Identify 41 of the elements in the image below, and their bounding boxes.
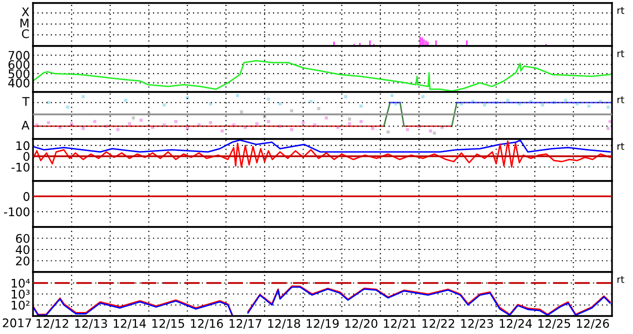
- x-tick-label: 12/24: [500, 318, 532, 329]
- y-tick-label: 500: [8, 69, 30, 78]
- y-tick-label: 600: [8, 60, 30, 70]
- text: T: [22, 97, 30, 106]
- x-tick-label: 12/21: [384, 318, 416, 329]
- x-tick-label: 12/15: [152, 318, 184, 329]
- text: rt: [618, 50, 624, 58]
- text: rt: [618, 7, 624, 14]
- x-tick-label: 12/16: [190, 318, 223, 329]
- y-tick-label: 10: [16, 141, 30, 150]
- y-tick-label: -100: [4, 207, 30, 216]
- text: A: [22, 120, 30, 130]
- text: rt: [618, 142, 624, 150]
- y-tick-label: 60: [16, 234, 30, 243]
- text: rt: [618, 96, 624, 104]
- x-tick-label: 12/14: [114, 318, 146, 329]
- y-tick-label: 20: [16, 256, 30, 266]
- text: C: [22, 29, 29, 38]
- x-axis-title: 2017: [2, 318, 32, 328]
- y-tick-label: 0: [23, 192, 30, 201]
- text: rt: [618, 276, 624, 283]
- text: M: [20, 18, 28, 28]
- x-tick-label: 12/25: [538, 318, 570, 329]
- y-tick-label: 10²: [12, 300, 30, 310]
- x-tick-label: 12/18: [268, 318, 300, 329]
- y-tick-label: 10³: [12, 290, 30, 299]
- y-tick-label: 700: [8, 50, 30, 60]
- x-tick-label: 12/12: [36, 318, 68, 329]
- x-tick-label: 12/17: [230, 318, 262, 329]
- x-tick-label: 12/26: [576, 318, 609, 329]
- x-tick-label: 12/13: [75, 318, 107, 329]
- x-tick-label: 12/19: [306, 318, 339, 329]
- y-tick-label: 400: [8, 78, 30, 88]
- y-tick-label: 40: [16, 245, 30, 254]
- x-tick-label: 12/23: [461, 318, 493, 329]
- x-tick-label: 12/22: [422, 318, 454, 329]
- text: X: [22, 8, 30, 16]
- x-tick-label: 12/20: [345, 318, 378, 329]
- y-tick-label: 10⁴: [12, 278, 30, 288]
- y-tick-label: 0: [23, 152, 30, 161]
- y-tick-label: -10: [12, 162, 30, 172]
